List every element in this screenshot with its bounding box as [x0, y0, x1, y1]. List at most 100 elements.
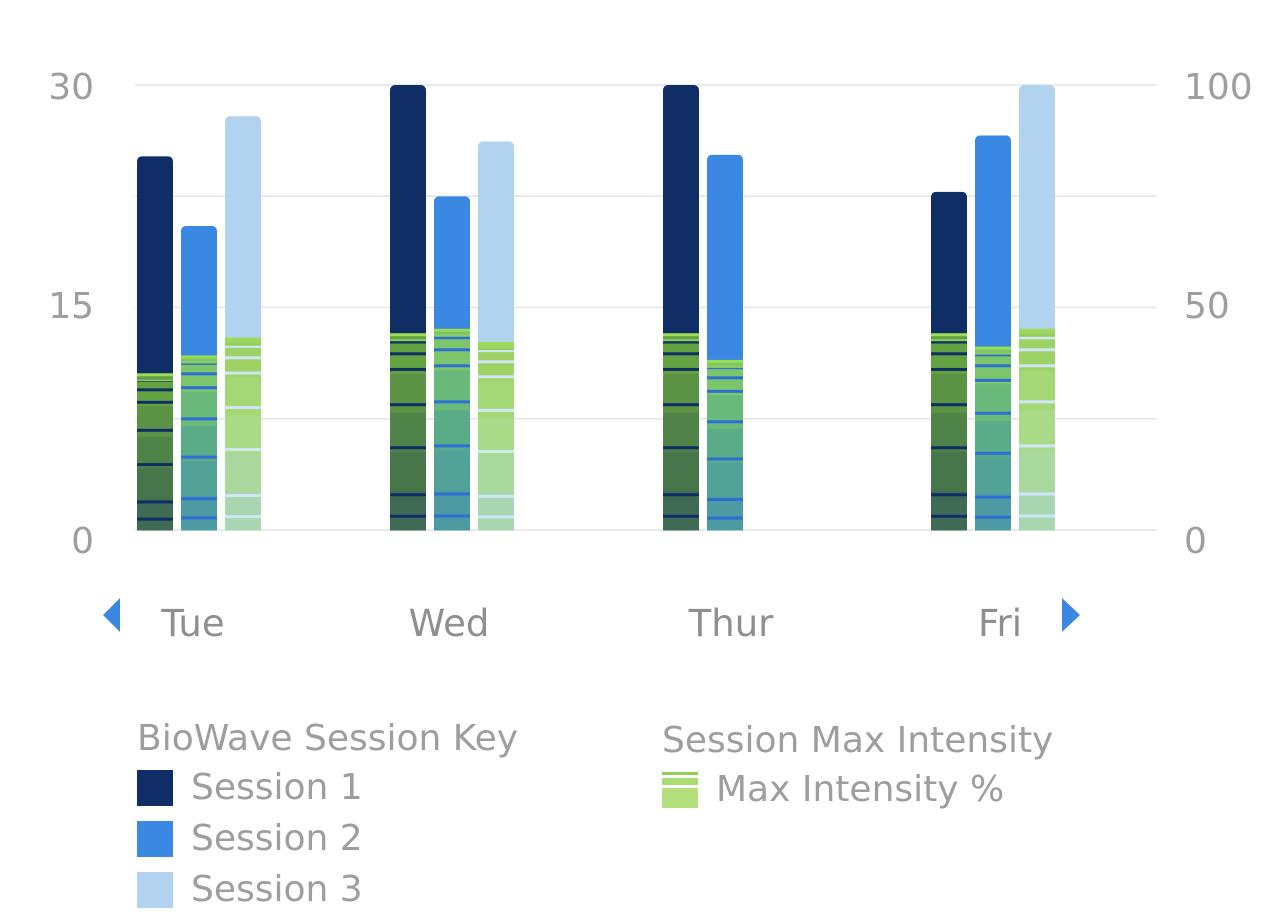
x-axis: Tue Wed Thur Fri: [160, 602, 1022, 645]
intensity-separator: [931, 514, 967, 518]
legend-item-session-2: Session 2: [137, 813, 518, 864]
intensity-band: [225, 415, 261, 454]
max-intensity-line: [663, 333, 699, 337]
intensity-band: [663, 490, 699, 531]
max-intensity-line: [1019, 328, 1055, 332]
y-left-tick-30: 30: [48, 67, 94, 108]
intensity-separator: [1019, 492, 1055, 496]
intensity-separator: [434, 336, 470, 340]
intensity-separator: [181, 417, 217, 421]
next-arrow-icon[interactable]: [1062, 598, 1080, 632]
intensity-separator: [225, 344, 261, 348]
intensity-band: [478, 455, 514, 494]
intensity-separator: [137, 428, 173, 432]
intensity-band: [975, 493, 1011, 531]
intensity-band: [707, 394, 743, 430]
intensity-separator: [707, 389, 743, 393]
legend-item-session-1: Session 1: [137, 762, 518, 813]
intensity-band: [707, 496, 743, 531]
intensity-separator: [1019, 348, 1055, 352]
intensity-separator: [931, 493, 967, 497]
max-intensity-line: [931, 333, 967, 337]
y-left-tick-0: 0: [71, 521, 94, 562]
intensity-band: [181, 495, 217, 531]
max-intensity-line: [478, 342, 514, 346]
intensity-band: [137, 405, 173, 438]
intensity-band: [663, 451, 699, 492]
bar-session-2-thur[interactable]: [707, 154, 743, 531]
intensity-separator: [478, 360, 514, 364]
intensity-separator: [931, 446, 967, 450]
bars-group: [137, 85, 1055, 531]
bar-session-1-tue[interactable]: [137, 156, 173, 531]
bar-session-2-tue[interactable]: [181, 225, 217, 531]
intensity-separator: [975, 353, 1011, 357]
y-right-tick-50: 50: [1184, 286, 1230, 327]
previous-arrow-icon[interactable]: [103, 598, 120, 632]
session-3-swatch: [137, 871, 173, 908]
intensity-band: [434, 409, 470, 451]
legend-label: Session 2: [191, 818, 363, 859]
intensity-separator: [390, 367, 426, 371]
x-label-thur: Thur: [688, 602, 775, 645]
intensity-separator: [663, 367, 699, 371]
intensity-band: [390, 451, 426, 492]
max-intensity-line: [707, 365, 743, 368]
intensity-separator: [975, 451, 1011, 455]
bar-session-3-fri[interactable]: [1019, 85, 1055, 531]
intensity-separator: [707, 420, 743, 424]
intensity-separator: [181, 497, 217, 501]
y-axis-left: 30 15 0: [48, 67, 94, 562]
intensity-band: [434, 449, 470, 491]
intensity-separator: [663, 514, 699, 518]
intensity-band: [707, 462, 743, 497]
bar-session-2-wed[interactable]: [434, 196, 470, 531]
intensity-band: [931, 373, 967, 414]
bar-session-1-thur[interactable]: [663, 85, 699, 531]
intensity-band: [931, 412, 967, 453]
intensity-separator: [390, 403, 426, 407]
max-intensity-line: [225, 343, 261, 346]
intensity-separator: [390, 352, 426, 356]
legend-label: Session 1: [191, 767, 363, 808]
intensity-band: [1019, 369, 1055, 411]
legend-item-max-intensity: Max Intensity %: [662, 764, 1053, 815]
intensity-separator: [225, 448, 261, 452]
intensity-separator: [975, 495, 1011, 499]
intensity-band: [663, 373, 699, 414]
intensity-separator: [225, 406, 261, 410]
intensity-band: [434, 489, 470, 531]
bar-session-3-wed[interactable]: [478, 141, 514, 531]
intensity-separator: [707, 498, 743, 502]
bar-session-1-wed[interactable]: [390, 85, 426, 531]
intensity-band: [390, 412, 426, 453]
intensity-separator: [931, 340, 967, 344]
intensity-band: [1019, 409, 1055, 451]
max-intensity-line: [707, 359, 743, 363]
x-label-wed: Wed: [409, 602, 490, 645]
intensity-separator: [663, 446, 699, 450]
intensity-separator: [1019, 514, 1055, 518]
intensity-separator: [1019, 444, 1055, 448]
intensity-separator: [225, 515, 261, 519]
intensity-separator: [707, 376, 743, 380]
intensity-band: [181, 425, 217, 462]
intensity-separator: [390, 514, 426, 518]
intensity-band: [478, 380, 514, 419]
max-intensity-swatch: [662, 771, 698, 808]
intensity-separator: [434, 364, 470, 368]
intensity-band: [975, 384, 1011, 422]
max-intensity-line: [434, 334, 470, 337]
max-intensity-line: [478, 348, 514, 351]
intensity-band: [225, 376, 261, 416]
bar-session-3-tue[interactable]: [225, 116, 261, 531]
intensity-separator: [181, 372, 217, 376]
intensity-separator: [1019, 364, 1055, 368]
intensity-band: [1019, 449, 1055, 491]
bar-session-2-fri[interactable]: [975, 135, 1011, 531]
max-intensity-line: [975, 346, 1011, 350]
intensity-separator: [137, 400, 173, 404]
bar-session-1-fri[interactable]: [931, 191, 967, 531]
max-intensity-line: [975, 352, 1011, 355]
intensity-separator: [434, 348, 470, 352]
